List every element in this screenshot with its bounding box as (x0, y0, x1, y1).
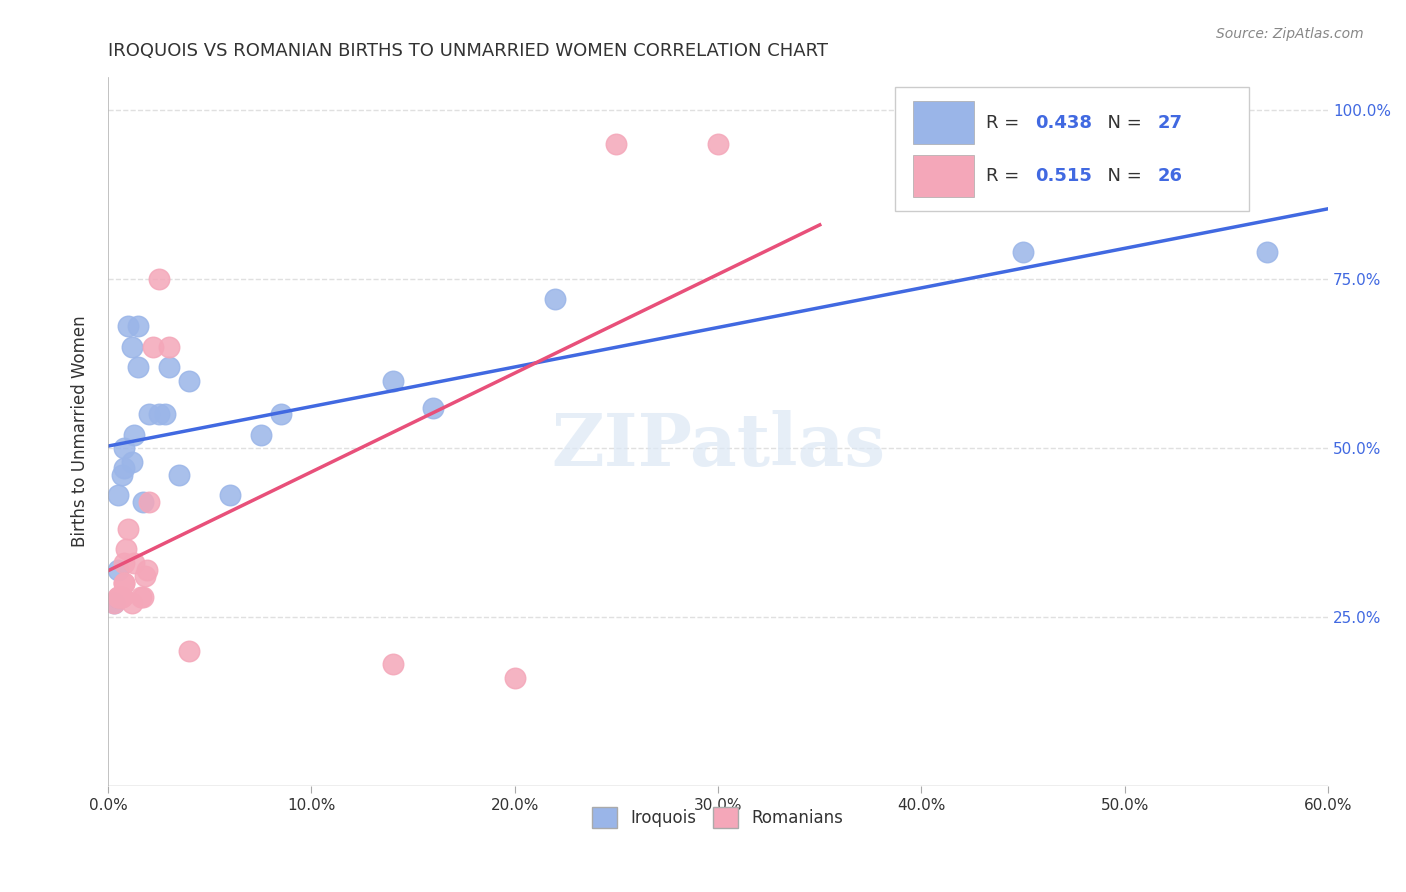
Point (112, 576, 135, 591)
Point (112, 576, 135, 591)
Text: ZIPatlas: ZIPatlas (551, 409, 886, 481)
Point (249, 427, 271, 442)
Point (148, 407, 170, 421)
Point (157, 340, 180, 354)
Text: 27: 27 (1157, 113, 1182, 132)
Text: IROQUOIS VS ROMANIAN BIRTHS TO UNMARRIED WOMEN CORRELATION CHART: IROQUOIS VS ROMANIAN BIRTHS TO UNMARRIED… (108, 42, 828, 60)
Point (138, 407, 160, 421)
Text: 0.438: 0.438 (1035, 113, 1092, 132)
Text: Source: ZipAtlas.com: Source: ZipAtlas.com (1216, 27, 1364, 41)
Point (135, 563, 157, 577)
Point (103, 596, 125, 610)
Point (167, 468, 190, 483)
Point (124, 556, 146, 570)
Text: N =: N = (1097, 113, 1147, 132)
Point (121, 596, 143, 610)
Point (131, 495, 153, 509)
Text: N =: N = (1097, 167, 1147, 185)
Point (503, 671, 526, 685)
Point (179, 374, 201, 388)
Point (121, 454, 143, 468)
Point (1012, 245, 1035, 260)
Text: R =: R = (987, 167, 1025, 185)
Point (107, 590, 129, 604)
Point (117, 319, 139, 334)
Point (117, 522, 139, 536)
Point (112, 441, 135, 455)
Point (544, 293, 567, 307)
FancyBboxPatch shape (914, 102, 974, 144)
Text: R =: R = (987, 113, 1025, 132)
Y-axis label: Births to Unmarried Women: Births to Unmarried Women (72, 316, 89, 547)
FancyBboxPatch shape (896, 87, 1249, 211)
Point (112, 461, 135, 475)
Point (219, 488, 242, 502)
Text: 26: 26 (1157, 167, 1182, 185)
Point (138, 495, 160, 509)
Point (107, 488, 129, 502)
Point (270, 407, 292, 421)
FancyBboxPatch shape (914, 154, 974, 197)
Point (107, 563, 129, 577)
Point (1256, 245, 1278, 260)
Point (128, 359, 150, 374)
Point (148, 272, 170, 286)
Point (124, 427, 146, 442)
Point (707, 137, 730, 152)
Point (111, 590, 134, 604)
Point (381, 657, 404, 672)
Point (111, 468, 134, 483)
Point (605, 137, 627, 152)
Point (131, 590, 153, 604)
Point (111, 590, 134, 604)
Legend: Iroquois, Romanians: Iroquois, Romanians (586, 800, 851, 834)
Point (153, 407, 176, 421)
Point (157, 359, 180, 374)
Point (121, 340, 143, 354)
Point (179, 643, 201, 657)
Point (115, 542, 138, 557)
Point (108, 590, 131, 604)
Point (142, 340, 165, 354)
Point (422, 401, 444, 415)
Text: 0.515: 0.515 (1035, 167, 1092, 185)
Point (107, 590, 129, 604)
Point (129, 590, 152, 604)
Point (381, 374, 404, 388)
Point (134, 569, 156, 583)
Point (103, 596, 125, 610)
Point (128, 319, 150, 334)
Point (112, 556, 135, 570)
